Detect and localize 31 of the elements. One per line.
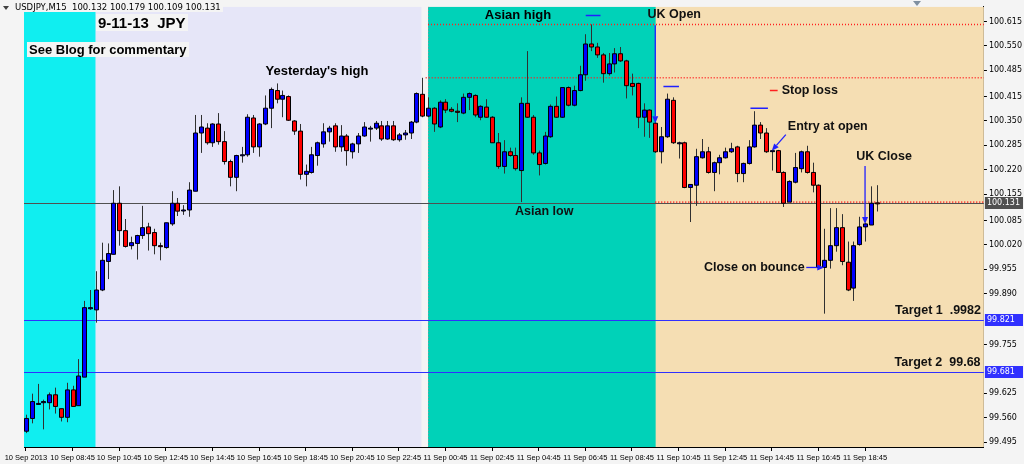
y-tick-label: 99.495 — [988, 437, 1017, 447]
y-tick-label: 99.955 — [988, 264, 1017, 274]
y-tick-label: 100.550 — [988, 40, 1023, 50]
y-tick-label: 99.560 — [988, 412, 1017, 422]
ref-line-label: 100.131 — [986, 198, 1021, 208]
annotation: Yesterday's high — [265, 62, 369, 78]
y-tick-label: 100.155 — [988, 189, 1023, 199]
y-tick-label: 100.020 — [988, 240, 1023, 250]
y-tick-label: 100.085 — [988, 215, 1023, 225]
annotation: Target 2 99.68 — [894, 354, 981, 369]
y-tick-label: 100.350 — [988, 116, 1023, 126]
y-tick-label: 99.625 — [988, 388, 1017, 398]
text: 9-11-13 JPY — [96, 14, 188, 31]
annotation: Target 1 .9982 — [895, 303, 982, 318]
annotation: Entry at open — [787, 119, 868, 134]
y-tick-label: 100.415 — [988, 91, 1023, 101]
annotation: Close on bounce — [703, 259, 805, 274]
annotation: UK Close — [856, 149, 912, 164]
y-tick-label: 99.890 — [988, 288, 1017, 298]
annotation: Stop loss — [781, 83, 838, 98]
y-tick-label: 100.285 — [988, 140, 1023, 150]
y-tick-label: 99.755 — [988, 339, 1017, 349]
chart-subtitle: USDJPY,M15 100.132 100.179 100.109 100.131 — [13, 2, 223, 12]
y-tick-label: 100.220 — [988, 164, 1023, 174]
annotation: Asian high — [484, 6, 552, 22]
ref-line-label: 99.681 — [986, 367, 1015, 377]
y-tick-label: 100.615 — [988, 16, 1023, 26]
ref-line-label: 99.821 — [986, 315, 1015, 325]
annotation: Asian low — [515, 203, 574, 218]
annotation: See Blog for commentary — [27, 42, 189, 57]
y-tick-label: 100.485 — [988, 65, 1023, 75]
